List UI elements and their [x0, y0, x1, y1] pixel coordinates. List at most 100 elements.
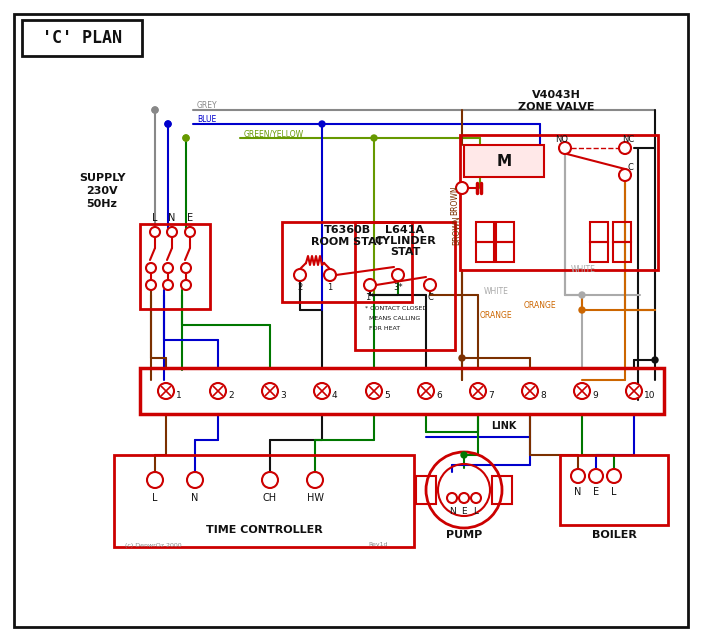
Text: L641A: L641A	[385, 225, 425, 235]
Text: 230V: 230V	[86, 186, 118, 196]
Text: 2: 2	[228, 390, 234, 399]
Text: 7: 7	[488, 390, 494, 399]
Text: 6: 6	[436, 390, 442, 399]
Text: 1: 1	[176, 390, 182, 399]
Circle shape	[152, 107, 158, 113]
Circle shape	[579, 307, 585, 313]
Text: 9: 9	[592, 390, 597, 399]
Text: 4: 4	[332, 390, 338, 399]
Circle shape	[314, 383, 330, 399]
Text: CYLINDER: CYLINDER	[374, 236, 436, 246]
Circle shape	[574, 383, 590, 399]
Text: 3: 3	[280, 390, 286, 399]
Text: BOILER: BOILER	[592, 530, 637, 540]
Text: NO: NO	[555, 135, 569, 144]
Text: ROOM STAT: ROOM STAT	[311, 237, 383, 247]
Circle shape	[307, 472, 323, 488]
Bar	[464, 145, 544, 177]
Text: E: E	[593, 487, 599, 497]
Circle shape	[146, 280, 156, 290]
Bar	[22, 20, 142, 56]
Text: N: N	[192, 493, 199, 503]
Circle shape	[210, 383, 226, 399]
Circle shape	[607, 469, 621, 483]
Text: MEANS CALLING: MEANS CALLING	[365, 315, 420, 320]
Bar	[476, 222, 494, 242]
Circle shape	[183, 135, 189, 141]
Circle shape	[366, 383, 382, 399]
Text: 3*: 3*	[393, 283, 403, 292]
Circle shape	[589, 469, 603, 483]
Circle shape	[559, 142, 571, 154]
Text: 'C' PLAN: 'C' PLAN	[42, 29, 122, 47]
Bar	[560, 455, 668, 525]
Circle shape	[418, 383, 434, 399]
Circle shape	[522, 383, 538, 399]
Text: C: C	[627, 163, 633, 172]
Text: BROWN: BROWN	[451, 185, 460, 215]
Text: ZONE VALVE: ZONE VALVE	[518, 102, 595, 112]
Circle shape	[461, 452, 467, 458]
Circle shape	[626, 383, 642, 399]
Text: ORANGE: ORANGE	[480, 310, 512, 319]
Text: 5: 5	[384, 390, 390, 399]
Circle shape	[181, 280, 191, 290]
Bar	[355, 222, 455, 350]
Text: M: M	[496, 153, 512, 169]
Text: GREY: GREY	[197, 101, 218, 110]
Text: WHITE: WHITE	[484, 287, 509, 296]
Circle shape	[456, 182, 468, 194]
Circle shape	[262, 472, 278, 488]
Text: FOR HEAT: FOR HEAT	[365, 326, 400, 331]
Bar	[140, 224, 210, 309]
Text: C: C	[427, 292, 433, 301]
Circle shape	[319, 121, 325, 127]
Circle shape	[262, 383, 278, 399]
Circle shape	[371, 135, 377, 141]
Text: PUMP: PUMP	[446, 530, 482, 540]
Circle shape	[652, 357, 658, 363]
Circle shape	[579, 292, 585, 298]
Text: E: E	[187, 213, 193, 223]
Text: CH: CH	[263, 493, 277, 503]
Text: L: L	[611, 487, 617, 497]
Text: T6360B: T6360B	[324, 225, 371, 235]
Text: ORANGE: ORANGE	[524, 301, 557, 310]
Bar	[282, 222, 412, 302]
Circle shape	[187, 472, 203, 488]
Text: 10: 10	[644, 390, 656, 399]
Text: 8: 8	[540, 390, 545, 399]
Bar	[496, 222, 514, 242]
Bar	[590, 222, 608, 242]
Circle shape	[392, 269, 404, 281]
Text: STAT: STAT	[390, 247, 420, 257]
Bar	[613, 242, 631, 262]
Text: L: L	[152, 213, 158, 223]
Text: L: L	[152, 493, 158, 503]
Circle shape	[163, 280, 173, 290]
Text: GREEN/YELLOW: GREEN/YELLOW	[244, 129, 304, 138]
Circle shape	[150, 227, 160, 237]
Bar	[460, 135, 658, 270]
Circle shape	[459, 355, 465, 361]
Circle shape	[183, 135, 189, 141]
Circle shape	[619, 169, 631, 181]
Circle shape	[147, 472, 163, 488]
Bar	[140, 368, 664, 414]
Text: 1*: 1*	[365, 292, 375, 301]
Text: * CONTACT CLOSED: * CONTACT CLOSED	[365, 306, 428, 310]
Text: Rev1d: Rev1d	[369, 542, 388, 547]
Bar	[492, 476, 512, 504]
Circle shape	[294, 269, 306, 281]
Circle shape	[146, 263, 156, 273]
Circle shape	[459, 493, 469, 503]
Circle shape	[181, 263, 191, 273]
Bar	[613, 222, 631, 242]
Circle shape	[470, 383, 486, 399]
Text: HW: HW	[307, 493, 324, 503]
Text: L: L	[474, 508, 479, 517]
Circle shape	[165, 121, 171, 127]
Bar	[590, 242, 608, 262]
Circle shape	[571, 469, 585, 483]
Text: N: N	[449, 508, 456, 517]
